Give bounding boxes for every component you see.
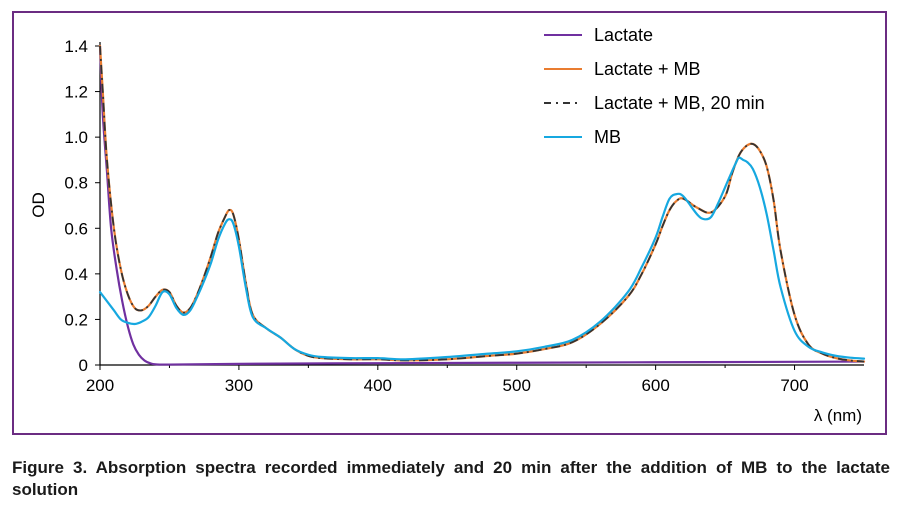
y-axis-label: OD [29, 192, 48, 218]
series-line-2 [99, 45, 865, 363]
y-tick-label: 1.2 [64, 83, 88, 102]
y-tick-label: 1.4 [64, 37, 88, 56]
x-axis-label: λ (nm) [814, 406, 862, 425]
legend: Lactate Lactate + MB Lactate + MB, 20 min M… [544, 25, 765, 147]
figure-caption: Figure 3. Absorption spectra recorded im… [12, 458, 890, 499]
series-lines [98, 44, 866, 366]
figure-frame: 0 0.2 0.4 0.6 0.8 1.0 1.2 1.4 200 300 400 500 600 700… [12, 11, 887, 435]
axes [99, 42, 864, 366]
legend-label-0: Lactate [594, 25, 653, 45]
y-tick-label: 1.0 [64, 128, 88, 147]
legend-label-1: Lactate + MB [594, 59, 701, 79]
x-tick-label: 500 [503, 376, 531, 395]
y-tick-label: 0.4 [64, 265, 88, 284]
y-tick-label: 0.6 [64, 219, 88, 238]
ticks: 0 0.2 0.4 0.6 0.8 1.0 1.2 1.4 200 300 400 500 600 700 [64, 37, 808, 395]
legend-label-3: MB [594, 127, 621, 147]
x-tick-label: 300 [225, 376, 253, 395]
legend-label-2: Lactate + MB, 20 min [594, 93, 765, 113]
y-tick-label: 0 [79, 356, 88, 375]
y-tick-label: 0.8 [64, 174, 88, 193]
y-tick-label: 0.2 [64, 310, 88, 329]
x-tick-label: 200 [86, 376, 114, 395]
series-line-3 [98, 156, 866, 361]
series-line-0 [98, 44, 866, 366]
x-tick-label: 700 [780, 376, 808, 395]
x-tick-label: 600 [641, 376, 669, 395]
spectra-chart: 0 0.2 0.4 0.6 0.8 1.0 1.2 1.4 200 300 400 500 600 700… [29, 25, 866, 425]
x-tick-label: 400 [364, 376, 392, 395]
